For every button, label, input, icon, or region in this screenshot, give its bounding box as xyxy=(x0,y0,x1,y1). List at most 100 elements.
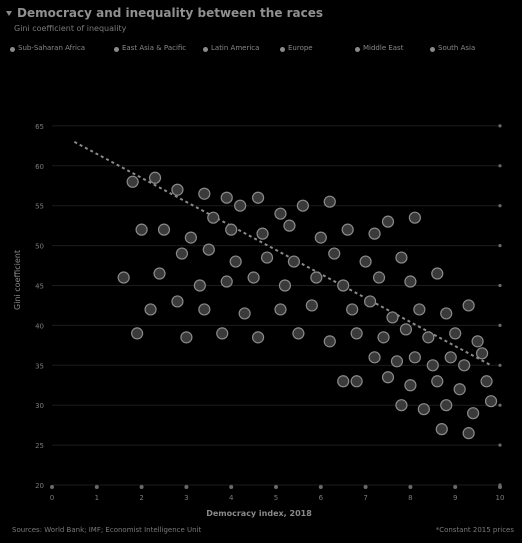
y-right-tick xyxy=(498,124,502,128)
x-tick-mark xyxy=(94,485,99,489)
scatter-point xyxy=(180,331,193,344)
title-row: Democracy and inequality between the rac… xyxy=(6,6,323,20)
footer-note: *Constant 2015 prices xyxy=(435,526,514,534)
scatter-point xyxy=(386,311,399,324)
scatter-point xyxy=(422,331,435,344)
x-tick-label: 0 xyxy=(50,494,54,502)
chart-subtitle: Gini coefficient of inequality xyxy=(14,24,127,33)
y-tick-label: 35 xyxy=(35,362,44,370)
x-tick-label: 8 xyxy=(408,494,412,502)
scatter-point xyxy=(337,279,350,292)
scatter-point xyxy=(390,355,404,368)
scatter-point xyxy=(426,359,439,372)
scatter-point xyxy=(413,303,426,316)
scatter-point xyxy=(484,395,498,408)
scatter-point xyxy=(323,335,336,348)
y-tick-label: 55 xyxy=(35,203,44,211)
scatter-point xyxy=(229,255,242,268)
legend-label: Latin America xyxy=(211,44,260,52)
scatter-point xyxy=(171,295,184,308)
y-tick-label: 65 xyxy=(35,123,44,131)
scatter-point xyxy=(225,223,238,236)
scatter-point xyxy=(435,423,448,436)
y-right-tick xyxy=(498,204,502,208)
scatter-point xyxy=(323,195,336,208)
y-right-tick xyxy=(498,164,502,168)
x-tick-mark xyxy=(274,485,278,489)
legend-dot-icon xyxy=(430,47,435,52)
scatter-point xyxy=(440,399,453,412)
triangle-marker-icon xyxy=(6,10,12,16)
x-tick-mark xyxy=(408,485,413,489)
scatter-point xyxy=(216,327,229,340)
legend-item: Europe xyxy=(280,44,313,53)
y-tick-label: 25 xyxy=(35,442,44,450)
x-tick-label: 5 xyxy=(274,494,278,502)
scatter-point xyxy=(296,199,309,212)
scatter-point xyxy=(126,175,139,188)
scatter-point xyxy=(408,211,421,224)
scatter-point xyxy=(310,271,323,284)
legend-label: Europe xyxy=(288,44,313,52)
y-right-tick xyxy=(498,443,502,447)
scatter-point xyxy=(157,223,171,236)
scatter-point xyxy=(251,191,265,204)
scatter-point xyxy=(153,267,166,280)
scatter-point xyxy=(198,303,211,316)
scatter-point xyxy=(462,427,475,440)
scatter-point xyxy=(475,347,489,360)
scatter-point xyxy=(341,223,354,236)
scatter-point xyxy=(278,279,292,292)
legend-dot-icon xyxy=(280,47,285,52)
x-tick-mark xyxy=(318,485,323,489)
scatter-point xyxy=(346,303,359,316)
x-tick-label: 4 xyxy=(229,494,234,502)
legend-item: Middle East xyxy=(355,44,403,53)
scatter-point xyxy=(238,307,251,320)
scatter-point xyxy=(350,375,363,388)
x-tick-label: 6 xyxy=(319,494,324,502)
scatter-point xyxy=(431,267,444,280)
scatter-point xyxy=(144,303,157,316)
y-axis-ticks: 20 25 30 35 40 45 50 55 60 65 xyxy=(35,123,44,490)
y-tick-label: 40 xyxy=(35,322,44,330)
scatter-point xyxy=(305,299,318,312)
legend-item: East Asia & Pacific xyxy=(114,44,186,53)
scatter-point xyxy=(251,331,265,344)
trend-line xyxy=(73,140,492,367)
scatter-point xyxy=(328,247,341,260)
x-tick-label: 7 xyxy=(363,494,367,502)
scatter-point xyxy=(175,247,189,260)
legend-item: Sub-Saharan Africa xyxy=(10,44,85,53)
scatter-point xyxy=(368,351,381,364)
scatter-point xyxy=(444,351,457,364)
scatter-point xyxy=(292,327,305,340)
scatter-point xyxy=(135,223,148,236)
legend-dot-icon xyxy=(10,47,15,52)
y-axis-right-ticks xyxy=(498,124,502,487)
scatter-point xyxy=(408,351,421,364)
scatter-point xyxy=(417,403,430,416)
x-tick-mark xyxy=(184,485,189,489)
x-tick-label: 3 xyxy=(184,494,188,502)
y-tick-label: 60 xyxy=(35,163,44,171)
scatter-point xyxy=(462,299,475,312)
scatter-point xyxy=(184,231,197,244)
x-tick-mark xyxy=(453,485,458,489)
scatter-point xyxy=(404,379,417,392)
scatter-point xyxy=(220,191,233,204)
scatter-point xyxy=(372,271,386,284)
legend-item: Latin America xyxy=(203,44,259,53)
scatter-point xyxy=(274,303,287,316)
scatter-point xyxy=(260,251,274,264)
scatter-point xyxy=(247,271,260,284)
scatter-point xyxy=(381,215,395,228)
y-right-tick xyxy=(498,323,502,327)
y-tick-label: 20 xyxy=(35,482,44,490)
legend-label: Sub-Saharan Africa xyxy=(18,44,86,52)
scatter-point xyxy=(404,275,417,288)
scatter-point xyxy=(287,255,301,268)
legend-label: South Asia xyxy=(438,44,476,52)
x-tick-label: 9 xyxy=(453,494,457,502)
x-tick-mark xyxy=(50,485,54,489)
